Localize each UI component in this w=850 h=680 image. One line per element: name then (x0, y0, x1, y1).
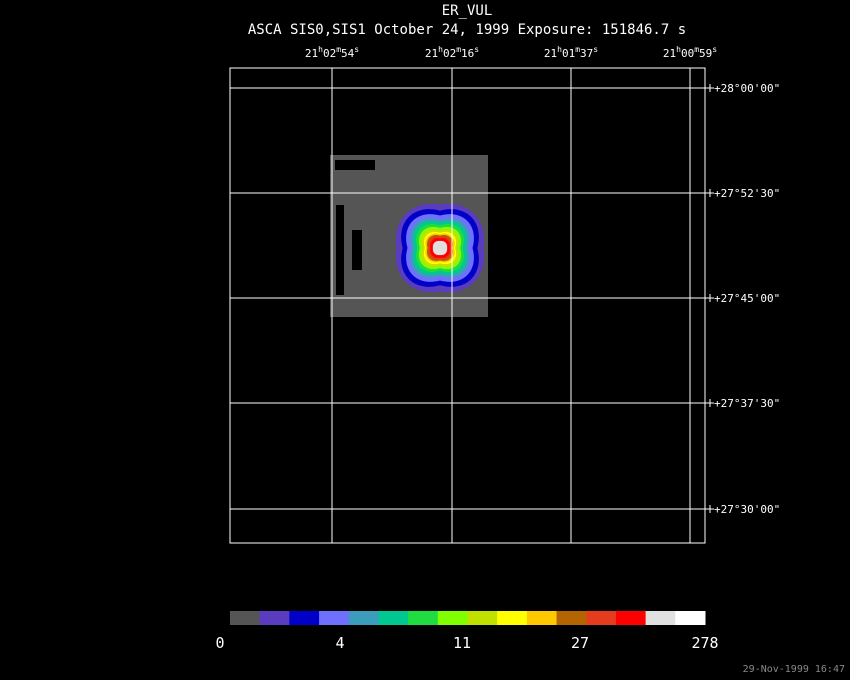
ra-part: 21 (305, 47, 318, 60)
title: ER_VUL (442, 3, 493, 19)
colorbar-tick-label: 27 (571, 634, 589, 652)
ra-part: h (438, 45, 443, 54)
ra-part: h (557, 45, 562, 54)
ra-part: 21 (425, 47, 438, 60)
ra-part: 21 (544, 47, 557, 60)
dec-label: +28°00'00" (714, 82, 780, 95)
timestamp: 29-Nov-1999 16:47 (743, 664, 845, 675)
colorbar-segment (556, 611, 587, 625)
colorbar-tick-label: 4 (335, 634, 344, 652)
contour (432, 240, 448, 256)
ra-part: m (575, 45, 580, 54)
colorbar-segment (259, 611, 290, 625)
ra-part: 21 (663, 47, 676, 60)
colorbar-segment (586, 611, 617, 625)
colorbar-segment (497, 611, 528, 625)
dec-label: +27°30'00" (714, 503, 780, 516)
ra-part: 16 (461, 47, 474, 60)
colorbar-segment (289, 611, 320, 625)
dec-label: +27°37'30" (714, 397, 780, 410)
colorbar-segment (615, 611, 647, 625)
ra-part: m (456, 45, 461, 54)
colorbar-segment (230, 611, 261, 625)
colorbar-segment (319, 611, 350, 625)
colorbar-tick-label: 278 (691, 634, 718, 652)
ra-part: 01 (562, 47, 575, 60)
frame (229, 67, 706, 544)
colorbar-tick-label: 11 (453, 634, 471, 652)
ra-label: 21h02m54s (305, 45, 359, 60)
dec-label: +27°52'30" (714, 187, 780, 200)
ra-part: h (676, 45, 681, 54)
ra-part: s (354, 45, 359, 54)
colorbar-segment (378, 611, 409, 625)
ra-part: 59 (699, 47, 712, 60)
speck (336, 205, 344, 295)
ra-part: m (694, 45, 699, 54)
ra-part: h (318, 45, 323, 54)
xray-image (330, 155, 488, 317)
colorbar-tick-label: 0 (215, 634, 224, 652)
dec-label: +27°45'00" (714, 292, 780, 305)
colorbar-segment (675, 611, 706, 625)
subtitle: ASCA SIS0,SIS1 October 24, 1999 Exposure… (248, 22, 686, 38)
ra-part: s (474, 45, 479, 54)
ra-part: m (336, 45, 341, 54)
colorbar-segment (467, 611, 498, 625)
ra-part: 00 (681, 47, 694, 60)
colorbar-segment (645, 611, 676, 625)
ra-part: 02 (443, 47, 456, 60)
ra-part: 54 (341, 47, 355, 60)
ra-label: 21h02m16s (425, 45, 479, 60)
speck (335, 160, 375, 170)
ra-part: s (593, 45, 598, 54)
ra-label: 21h00m59s (663, 45, 717, 60)
colorbar-segment (437, 611, 468, 625)
ra-part: 02 (323, 47, 336, 60)
colorbar-segment (348, 611, 379, 625)
colorbar-segment (408, 611, 439, 625)
colorbar-segment (526, 611, 558, 625)
ra-label: 21h01m37s (544, 45, 598, 60)
ra-part: 37 (580, 47, 593, 60)
speck (352, 230, 362, 270)
ra-part: s (712, 45, 717, 54)
